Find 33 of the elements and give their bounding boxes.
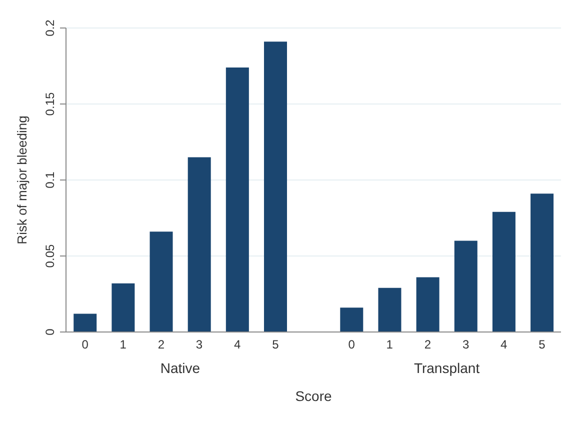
x-axis-title: Score bbox=[295, 388, 332, 404]
bar bbox=[264, 42, 287, 332]
bar bbox=[378, 288, 402, 332]
bar bbox=[74, 314, 97, 332]
bar bbox=[112, 283, 135, 332]
y-tick-label: 0.15 bbox=[43, 92, 57, 116]
x-tick-label: 3 bbox=[196, 338, 203, 352]
y-tick-label: 0.2 bbox=[43, 19, 57, 36]
bar bbox=[188, 157, 211, 332]
x-tick-label: 1 bbox=[120, 338, 127, 352]
x-tick-label: 3 bbox=[462, 338, 470, 352]
bar bbox=[416, 277, 440, 332]
bar bbox=[340, 308, 364, 332]
bar bbox=[492, 212, 516, 332]
text: Transplant bbox=[412, 360, 481, 376]
y-tick-label: 0 bbox=[43, 328, 57, 336]
y-tick-label: 0.05 bbox=[43, 244, 57, 268]
bar bbox=[454, 240, 478, 332]
x-tick-label: 2 bbox=[158, 338, 165, 352]
bar bbox=[150, 232, 173, 332]
bar bbox=[530, 194, 554, 332]
y-tick-label: 0.1 bbox=[43, 171, 57, 188]
x-tick-label: 4 bbox=[234, 338, 241, 352]
x-tick-label: 4 bbox=[500, 338, 508, 352]
x-tick-label: 5 bbox=[272, 338, 280, 352]
x-tick-label: 1 bbox=[386, 338, 394, 352]
text: Native bbox=[159, 360, 202, 376]
y-axis-title: Risk of major bleeding bbox=[14, 116, 30, 244]
x-tick-label: 2 bbox=[424, 338, 432, 352]
bar bbox=[226, 68, 249, 332]
x-tick-label: 5 bbox=[538, 338, 546, 352]
x-tick-label: 0 bbox=[348, 338, 356, 352]
x-tick-label: 0 bbox=[82, 338, 89, 352]
